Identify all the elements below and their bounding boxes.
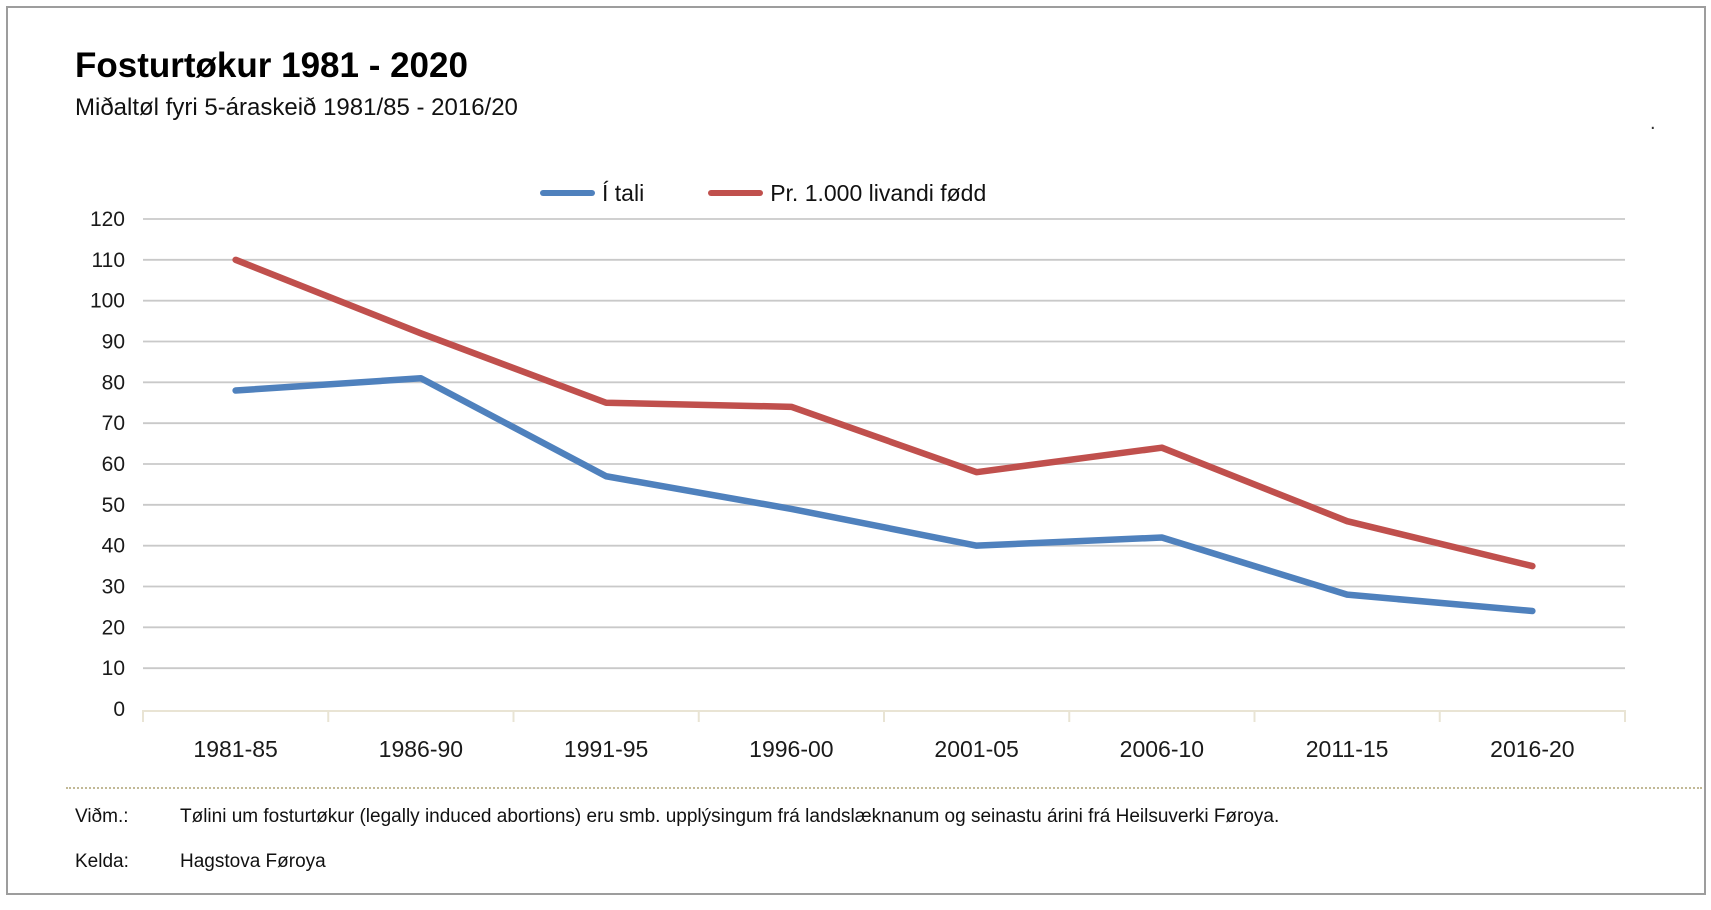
footnote-source-row: Kelda: Hagstova Føroya <box>75 851 326 873</box>
x-axis-category-label: 2011-15 <box>1306 736 1389 762</box>
y-axis-tick-label: 10 <box>102 657 125 680</box>
stray-dot-mark: . <box>1650 112 1656 134</box>
legend-label: Pr. 1.000 livandi fødd <box>770 180 987 206</box>
footnote-separator <box>66 787 1702 789</box>
y-axis-tick-label: 70 <box>102 412 125 435</box>
y-axis-tick-label: 50 <box>102 494 125 517</box>
x-axis-category-label: 2016-20 <box>1490 736 1574 762</box>
footnote-remark-text: Tølini um fosturtøkur (legally induced a… <box>180 806 1280 827</box>
y-axis-tick-label: 40 <box>102 535 125 558</box>
y-axis-tick-label: 80 <box>102 371 125 394</box>
legend-swatch-icon <box>540 190 595 196</box>
x-axis-category-label: 1991-95 <box>564 736 648 762</box>
legend-label: Í tali <box>602 180 645 206</box>
x-axis-category-label: 1986-90 <box>379 736 463 762</box>
y-axis-tick-label: 90 <box>102 331 125 354</box>
x-axis-category-label: 2001-05 <box>934 736 1018 762</box>
chart-subtitle: Miðaltøl fyri 5-áraskeið 1981/85 - 2016/… <box>75 94 518 121</box>
chart-frame-border <box>6 6 1706 895</box>
legend-swatch-icon <box>708 190 764 196</box>
y-axis-tick-label: 100 <box>90 290 125 313</box>
y-axis-tick-label: 60 <box>102 453 125 476</box>
y-axis-tick-label: 30 <box>102 576 125 599</box>
legend-item-1: Pr. 1.000 livandi fødd <box>708 180 986 206</box>
footnote-source-label: Kelda: <box>75 851 129 872</box>
series-line-1 <box>232 256 1536 570</box>
y-axis-tick-label: 20 <box>102 616 125 639</box>
y-axis-tick-label: 110 <box>92 249 125 272</box>
chart-legend: Í tali Pr. 1.000 livandi fødd <box>540 180 986 206</box>
x-axis-category-label: 1981-85 <box>193 736 277 762</box>
y-axis-tick-label: 120 <box>90 208 125 231</box>
footnote-source-text: Hagstova Føroya <box>180 851 326 872</box>
series-line-0 <box>232 375 1536 615</box>
legend-item-0: Í tali <box>540 180 644 206</box>
footnote-remark-row: Viðm.: Tølini um fosturtøkur (legally ind… <box>75 806 1279 828</box>
footnote-remark-label: Viðm.: <box>75 806 129 827</box>
x-axis-category-label: 2006-10 <box>1120 736 1204 762</box>
x-axis-category-label: 1996-00 <box>749 736 833 762</box>
y-axis-tick-label: 0 <box>113 698 125 721</box>
chart-title: Fosturtøkur 1981 - 2020 <box>75 46 468 85</box>
